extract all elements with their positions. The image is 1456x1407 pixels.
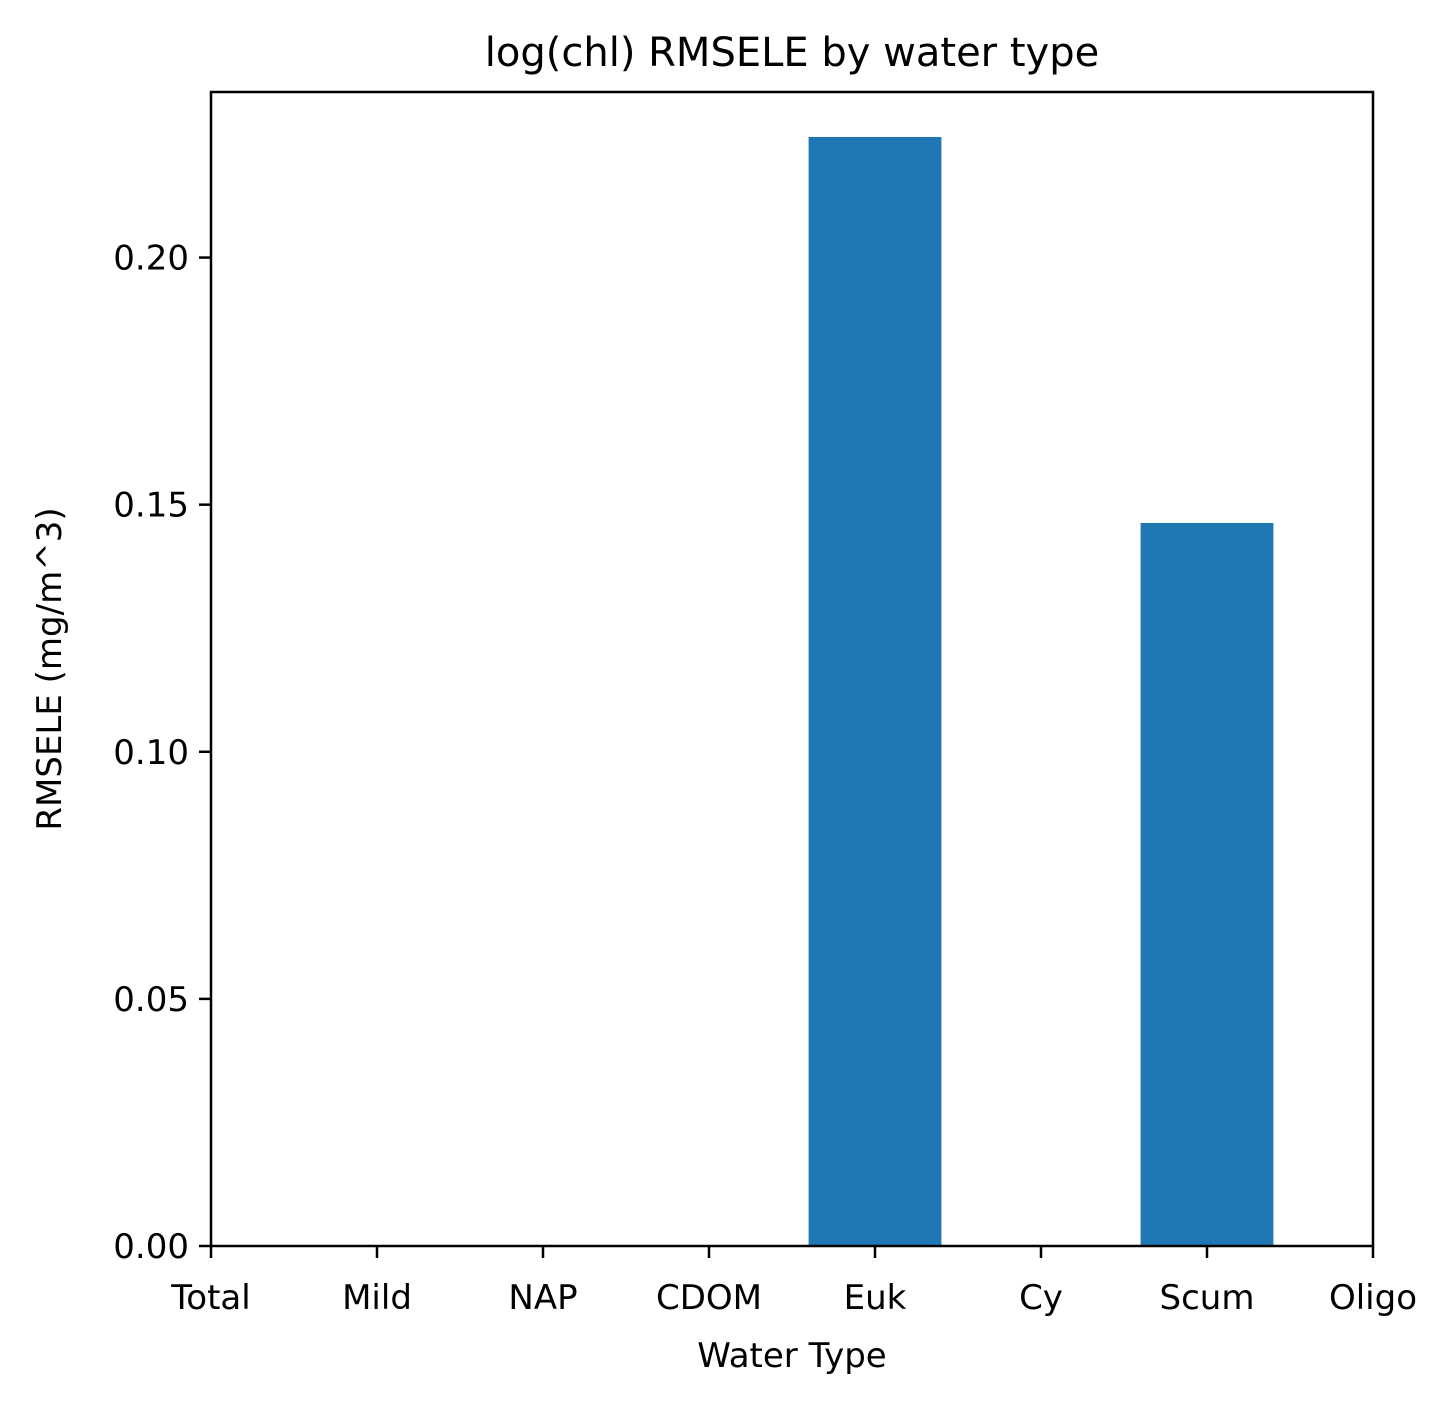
- bar-scum: [1140, 522, 1274, 1246]
- x-tick-label: Scum: [1160, 1278, 1255, 1318]
- x-tick-label: Oligo: [1329, 1278, 1417, 1318]
- y-tick-label: 0.15: [113, 486, 189, 526]
- chart-title: log(chl) RMSELE by water type: [485, 30, 1099, 76]
- y-tick-label: 0.10: [113, 733, 189, 773]
- x-tick-label: Mild: [342, 1278, 412, 1318]
- x-tick-label: NAP: [508, 1278, 577, 1318]
- y-tick-label: 0.00: [113, 1227, 189, 1267]
- plot-frame: [209, 90, 1375, 1248]
- x-tick-label: Total: [170, 1278, 250, 1318]
- y-tick-label: 0.05: [113, 980, 189, 1020]
- y-axis-label: RMSELE (mg/m^3): [30, 507, 70, 830]
- x-tick-label: Cy: [1019, 1278, 1063, 1318]
- x-tick-label: CDOM: [656, 1278, 762, 1318]
- y-tick-label: 0.20: [113, 239, 189, 279]
- x-tick-label: Euk: [844, 1278, 907, 1318]
- y-axis-ticks: 0.00 0.05 0.10 0.15 0.20: [113, 239, 211, 1267]
- bar-euk: [808, 136, 942, 1246]
- bars-group: [808, 136, 1274, 1246]
- x-axis-ticks: Total Mild NAP CDOM Euk Cy Scum Oligo: [170, 1246, 1417, 1318]
- x-axis-label: Water Type: [697, 1336, 886, 1376]
